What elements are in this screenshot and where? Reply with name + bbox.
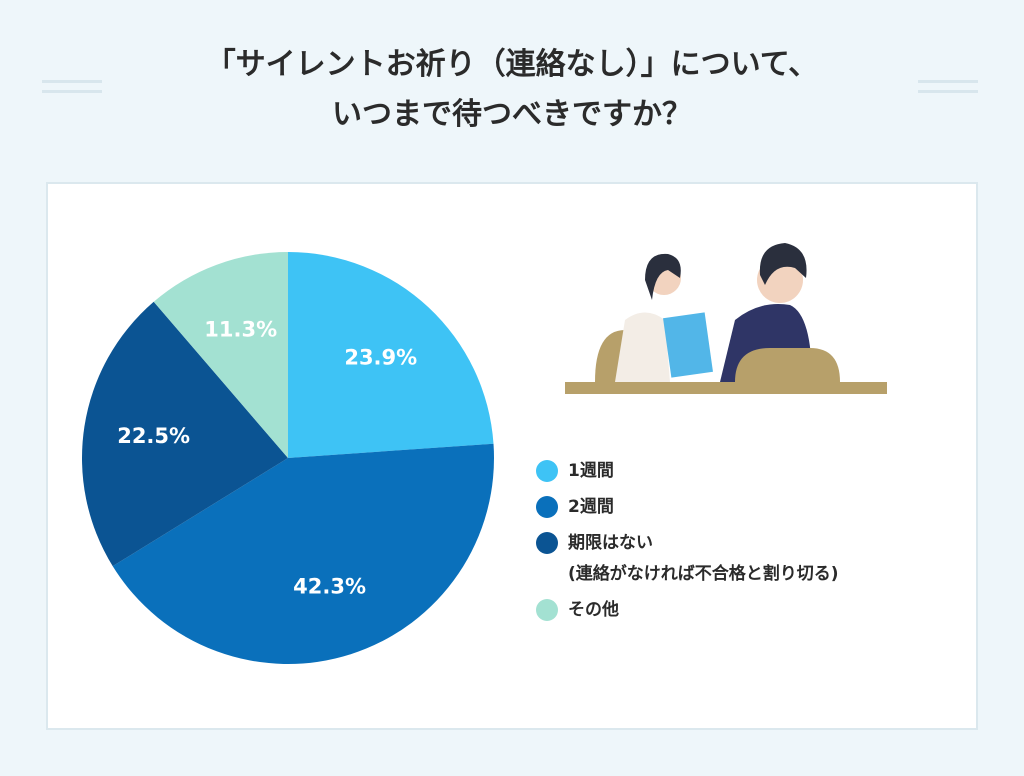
legend-item: 2週間 <box>536 492 839 523</box>
pie-slice <box>112 443 495 665</box>
data-label: 23.9% <box>344 346 417 370</box>
legend-item: 1週間 <box>536 456 839 487</box>
legend-label: 2週間 <box>568 497 614 517</box>
pie-slice <box>153 252 288 458</box>
pie-slice <box>81 301 288 567</box>
legend-swatch <box>536 496 558 518</box>
chart-title: 「サイレントお祈り（連絡なし）」について、 いつまで待つべきですか？ <box>205 47 819 132</box>
data-label: 42.3% <box>293 574 366 598</box>
legend-item: 期限はない (連絡がなければ不合格と割り切る) <box>536 528 839 590</box>
decoration <box>42 90 102 93</box>
legend-swatch <box>536 460 558 482</box>
legend-swatch <box>536 532 558 554</box>
decoration <box>42 80 102 83</box>
data-label: 11.3% <box>204 318 277 342</box>
legend-swatch <box>536 599 558 621</box>
legend-label: 期限はない (連絡がなければ不合格と割り切る) <box>568 533 839 584</box>
legend: 1週間 2週間期限はない (連絡がなければ不合格と割り切る) その他 <box>536 456 839 631</box>
pie-slice <box>288 252 494 458</box>
decoration <box>918 90 978 93</box>
legend-label: その他 <box>568 600 619 620</box>
legend-item: その他 <box>536 595 839 626</box>
data-label: 22.5% <box>117 424 190 448</box>
decoration <box>918 80 978 83</box>
legend-label: 1週間 <box>568 461 614 481</box>
illustration <box>565 243 887 394</box>
